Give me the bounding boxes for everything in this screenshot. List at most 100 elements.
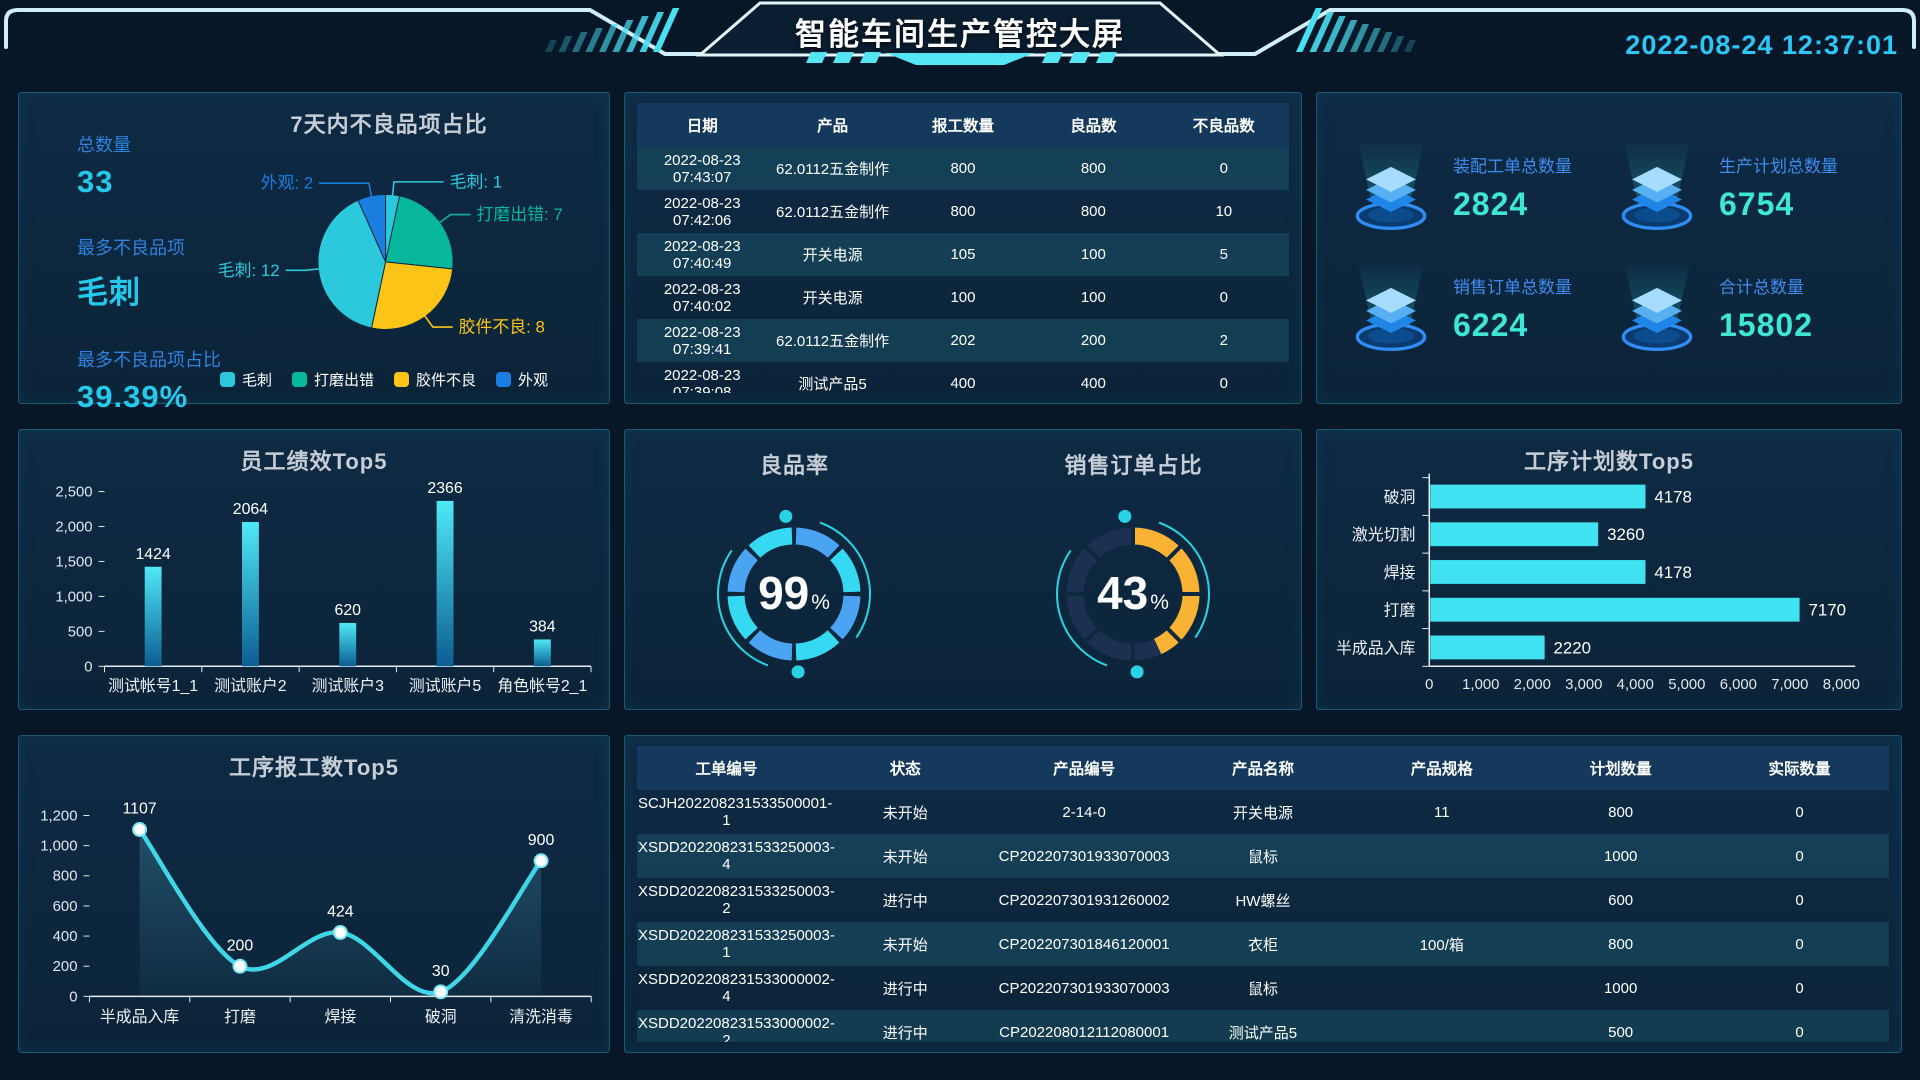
- report-table-body: 2022-08-23 07:43:07 62.0112五金制作 800 800 0 202…: [637, 147, 1289, 393]
- card-value: 2824: [1453, 186, 1529, 222]
- svg-text:500: 500: [68, 624, 93, 640]
- line-points: 1107 半成品入库 200 打磨 424 焊接 30 破洞 900 清洗消毒: [100, 801, 573, 1027]
- table-row: 2022-08-23 07:40:49 开关电源 105 100 5: [637, 233, 1289, 276]
- slash-mark: [1350, 24, 1370, 52]
- table-cell: 100: [950, 289, 976, 306]
- slash-mark: [1404, 40, 1416, 52]
- table-header-row: 日期 产品 报工数量 良品数 不良品数: [637, 103, 1289, 147]
- data-point: [433, 984, 449, 1000]
- process-plan-title: 工序计划数Top5: [1524, 449, 1694, 474]
- table-cell: 2-14-0: [1062, 803, 1106, 821]
- svg-text:测试账户5: 测试账户5: [409, 677, 482, 695]
- table-cell: 2022-08-23 07:40:49: [663, 237, 741, 272]
- process-report-panel: 工序报工数Top5 0 200 400 600 800 1,000 1,200 1107 半成品…: [18, 735, 610, 1053]
- table-row: XSDD202208231533000002-4 进行中 CP20220730193…: [637, 966, 1889, 1010]
- svg-text:900: 900: [528, 832, 555, 849]
- legend-label: 外观: [518, 372, 549, 389]
- svg-text:破洞: 破洞: [1384, 488, 1416, 506]
- table-cell: 2022-08-23 07:42:06: [663, 194, 741, 229]
- table-cell: 开关电源: [1232, 804, 1293, 822]
- slash-mark: [1323, 16, 1346, 52]
- legend-swatch: [496, 372, 512, 387]
- svg-text:2,500: 2,500: [55, 485, 92, 501]
- stat-label: 总数量: [77, 135, 131, 155]
- slash-mark: [599, 24, 619, 52]
- slash-mark: [1336, 20, 1358, 52]
- table-cell: XSDD202208231533000002-2: [638, 1015, 835, 1042]
- svg-text:2064: 2064: [233, 501, 268, 518]
- line-area: [139, 829, 542, 997]
- data-point: [232, 958, 248, 974]
- table-cell: 800: [1608, 803, 1634, 821]
- svg-text:7170: 7170: [1809, 601, 1847, 620]
- legend-item[interactable]: 胶件不良: [394, 369, 476, 390]
- dashboard-grid: 7天内不良品项占比 总数量 33 最多不良品项 毛刺 最多不良品项占比 39.3…: [0, 66, 1920, 1053]
- table-cell: [1352, 834, 1531, 878]
- yield-gauge-chart: 99%: [717, 509, 871, 679]
- table-row: 2022-08-23 07:39:41 62.0112五金制作 202 200 2: [637, 319, 1289, 362]
- slash-mark: [572, 32, 588, 52]
- yield-gauge-box: 良品率 99%: [625, 444, 964, 709]
- header-slashes-left: [545, 8, 680, 52]
- svg-text:4178: 4178: [1654, 563, 1692, 582]
- table-cell: 202: [950, 332, 976, 349]
- slash-mark: [1309, 12, 1334, 52]
- bar: [533, 639, 551, 667]
- bar-series: 1424 测试帐号1_1 2064 测试账户2 620 测试账户3 2366 测试账户5 384…: [108, 480, 587, 695]
- column-header: 工单编号: [637, 746, 816, 790]
- svg-text:4178: 4178: [1654, 487, 1692, 506]
- process-plan-bar-chart: 0 1,000 2,000 3,000 4,000 5,000 6,000 7,000 8,00…: [1336, 473, 1860, 693]
- table-cell: 10: [1215, 203, 1233, 220]
- column-header: 计划数量: [1531, 746, 1711, 790]
- table-cell: 鼠标: [1247, 980, 1278, 998]
- bar: [339, 622, 357, 667]
- table-cell: 105: [950, 246, 976, 263]
- table-row: 2022-08-23 07:39:08 测试产品5 400 400 0: [637, 362, 1289, 394]
- gauge-value: 99%: [758, 567, 830, 619]
- table-cell: 5: [1219, 246, 1228, 263]
- legend-item[interactable]: 毛刺: [219, 369, 272, 390]
- svg-text:400: 400: [53, 929, 78, 945]
- bar: [436, 500, 454, 667]
- svg-text:毛刺: 1: 毛刺: 1: [450, 172, 503, 191]
- table-row: 2022-08-23 07:40:02 开关电源 100 100 0: [637, 276, 1289, 319]
- bar: [1430, 522, 1599, 547]
- summary-card: 装配工单总数量 2824: [1343, 127, 1609, 248]
- gauge-dot: [779, 509, 793, 523]
- card-value: 6224: [1453, 307, 1529, 343]
- slash-mark: [585, 28, 603, 52]
- table-cell: 衣柜: [1247, 936, 1278, 954]
- stat-value: 33: [77, 164, 114, 199]
- legend-label: 胶件不良: [416, 372, 477, 389]
- table-cell: 0: [1795, 935, 1804, 953]
- table-cell: 1000: [1603, 979, 1638, 997]
- legend-item[interactable]: 外观: [496, 369, 548, 390]
- process-plan-panel: 工序计划数Top5 0 1,000 2,000 3,000 4,000 5,000 6,00…: [1316, 429, 1902, 710]
- summary-card: 销售订单总数量 6224: [1343, 248, 1609, 369]
- table-cell: [1352, 1010, 1531, 1042]
- employee-bar-title: 员工绩效Top5: [240, 449, 388, 474]
- legend-item[interactable]: 打磨出错: [291, 369, 374, 390]
- svg-text:2220: 2220: [1554, 638, 1592, 657]
- stack-icon: [1621, 264, 1693, 351]
- hbar-series: 4178 破洞 3260 激光切割 4178 焊接 7170 打磨 2220 半成品入库: [1336, 484, 1847, 660]
- report-table-wrap: 日期 产品 报工数量 良品数 不良品数 2022-08-23 07:43:07 62.01…: [637, 103, 1289, 393]
- svg-text:焊接: 焊接: [324, 1008, 356, 1026]
- column-header: 实际数量: [1710, 746, 1889, 790]
- table-cell: XSDD202208231533250003-2: [638, 883, 835, 917]
- column-header: 产品编号: [994, 746, 1174, 790]
- gauges-panel: 良品率 99% 销售订单占比 43%: [624, 429, 1302, 710]
- column-header: 产品名称: [1173, 746, 1353, 790]
- svg-text:角色帐号2_1: 角色帐号2_1: [497, 677, 587, 695]
- table-cell: 11: [1434, 803, 1450, 821]
- stat-label: 最多不良品项占比: [77, 350, 221, 370]
- table-cell: 0: [1795, 847, 1804, 865]
- table-cell: 800: [950, 160, 976, 177]
- svg-text:打磨: 打磨: [224, 1008, 256, 1026]
- work-order-table-body: SCJH202208231533500001-1 未开始 2-14-0 开关电源 11 8…: [637, 790, 1889, 1042]
- stack-icon: [1355, 264, 1427, 351]
- table-row: XSDD202208231533250003-2 进行中 CP20220730193…: [637, 878, 1889, 922]
- table-cell: 0: [1219, 375, 1228, 392]
- page-title: 智能车间生产管控大屏: [795, 17, 1125, 52]
- bar: [242, 522, 259, 667]
